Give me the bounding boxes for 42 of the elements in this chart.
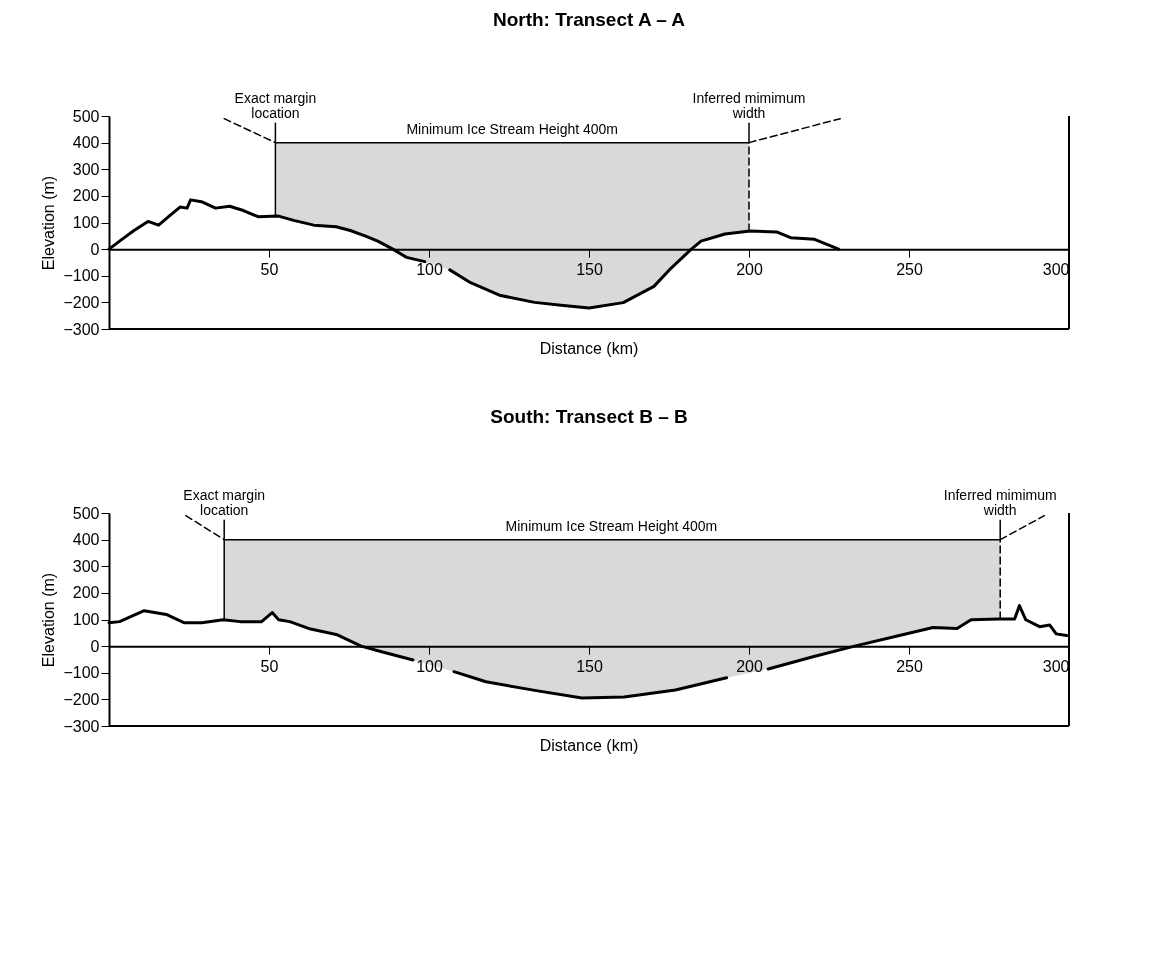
- x-tick-label: 250: [896, 260, 923, 278]
- y-tick-label: −200: [63, 690, 100, 708]
- y-tick-label: −300: [63, 717, 100, 735]
- y-tick-label: 400: [72, 134, 100, 152]
- annotation: Exact margin location: [183, 486, 266, 518]
- x-axis-title: Distance (km): [539, 737, 639, 754]
- y-tick-label: 100: [72, 214, 100, 231]
- x-tick-label: 150: [576, 260, 603, 278]
- annotation: Exact margin location: [234, 89, 317, 121]
- x-tick-label: 300: [1042, 657, 1070, 675]
- x-tick-label: 250: [896, 657, 923, 675]
- y-tick-label: 300: [72, 160, 100, 178]
- y-tick-label: 400: [72, 531, 100, 549]
- x-tick-label: 200: [736, 657, 763, 675]
- chart-title: North: Transect A – A: [492, 8, 686, 30]
- chart-title: South: Transect B – B: [490, 405, 688, 427]
- x-tick-label: 50: [260, 260, 279, 278]
- y-axis-title: Elevation (m): [40, 175, 58, 271]
- y-tick-label: 300: [72, 557, 100, 575]
- y-tick-label: −100: [63, 664, 100, 682]
- x-tick-label: 100: [416, 260, 443, 278]
- x-tick-label: 150: [576, 657, 603, 675]
- y-tick-label: 0: [90, 240, 100, 258]
- annotation: Minimum Ice Stream Height 400m: [406, 120, 619, 137]
- x-tick-label: 50: [260, 657, 279, 675]
- y-tick-label: −200: [63, 293, 100, 311]
- y-tick-label: −300: [63, 320, 100, 338]
- x-tick-label: 200: [736, 260, 763, 278]
- y-tick-label: 200: [72, 584, 100, 602]
- annotation: Minimum Ice Stream Height 400m: [505, 517, 718, 534]
- y-tick-label: −100: [63, 267, 100, 285]
- x-axis-title: Distance (km): [539, 340, 639, 357]
- x-tick-label: 100: [416, 657, 443, 675]
- y-tick-label: 0: [90, 637, 100, 655]
- annotation: Inferred mimimum width: [692, 89, 806, 121]
- y-tick-label: 500: [72, 504, 100, 522]
- y-tick-label: 200: [72, 187, 100, 205]
- y-tick-label: 500: [72, 107, 100, 125]
- annotation: Inferred mimimum width: [943, 486, 1057, 518]
- y-axis-title: Elevation (m): [40, 572, 58, 668]
- y-tick-label: 100: [72, 611, 100, 628]
- x-tick-label: 300: [1042, 260, 1070, 278]
